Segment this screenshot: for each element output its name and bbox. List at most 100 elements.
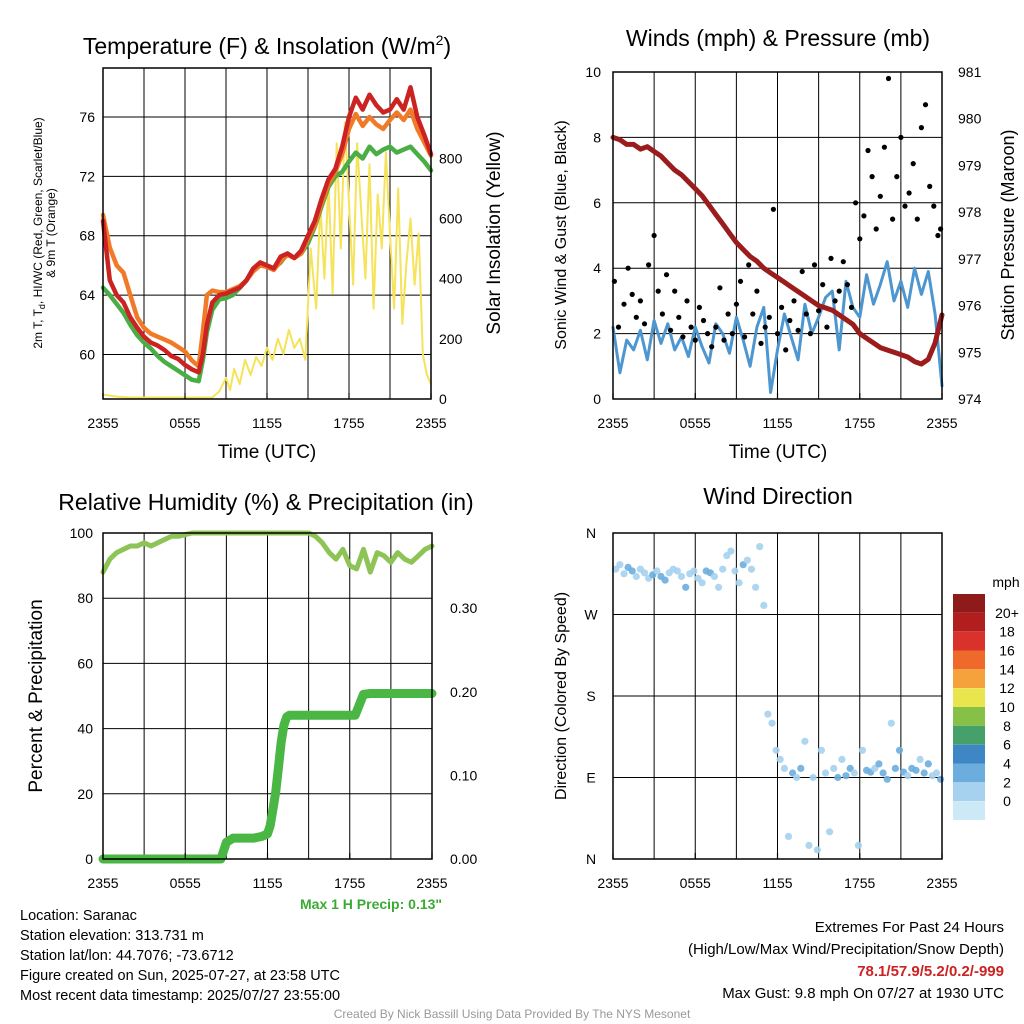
winds-y-tick-label: 2 — [593, 326, 601, 342]
insolation-y2-tick-label: 400 — [439, 271, 463, 287]
wind-direction-point — [805, 841, 813, 850]
pressure-y2-tick-label: 981 — [958, 64, 982, 80]
temperature-panel: Temperature (F) & Insolation (W/m2) 2355… — [31, 32, 505, 463]
wind-direction-point — [854, 841, 863, 850]
gust-point — [914, 216, 920, 222]
gust-point — [861, 213, 867, 219]
station-location: Location: Saranac — [20, 908, 137, 924]
wind-direction-point — [756, 543, 764, 551]
wind-speed-legend: 0 2 4 6 8 10 12 14 16 18 20+ — [953, 594, 1019, 820]
wind-direction-x-tick-label: 0555 — [680, 875, 711, 891]
temperature-y-tick-label: 64 — [79, 287, 95, 303]
pressure-y2-tick-label: 980 — [958, 111, 982, 127]
temperature-y-tick-label: 68 — [79, 228, 95, 244]
extremes-values: 78.1/57.9/5.2/0.2/-999 — [857, 963, 1004, 980]
wind-direction-point — [846, 764, 854, 773]
wind-direction-y-tick-label: N — [586, 525, 596, 541]
pressure-y2-tick-label: 976 — [958, 298, 982, 314]
wind-direction-point — [735, 579, 743, 587]
temperature-series — [100, 85, 434, 399]
gust-point — [774, 331, 781, 337]
gust-point — [692, 337, 698, 343]
wind-direction-point — [784, 832, 793, 841]
wind-direction-x-tick-label: 1755 — [844, 875, 875, 891]
legend-swatch — [953, 782, 985, 802]
humidity-y-tick-label: 40 — [77, 721, 93, 737]
wind-direction-point — [850, 769, 858, 777]
station-info: Location: Saranac Station elevation: 313… — [20, 906, 340, 1006]
gust-point — [803, 311, 809, 317]
temperature-y-tick-label: 76 — [79, 109, 95, 125]
gust-point — [729, 331, 735, 337]
wind-direction-point — [879, 769, 887, 777]
gust-point — [762, 324, 768, 330]
gust-point — [750, 311, 756, 317]
wind-direction-point — [764, 710, 772, 718]
gust-point — [705, 331, 711, 337]
gust-point — [621, 301, 627, 307]
legend-swatch — [953, 763, 985, 783]
wind-direction-point — [752, 583, 760, 591]
gust-point — [869, 174, 875, 180]
gust-point — [807, 331, 814, 337]
gust-point — [795, 327, 801, 333]
gust-point — [922, 102, 929, 108]
legend-label: 12 — [999, 680, 1015, 696]
gust-point — [676, 314, 682, 320]
wind-direction-y-axis-label: Direction (Colored By Speed) — [553, 592, 570, 800]
gust-point — [791, 298, 797, 304]
gust-point — [680, 334, 686, 340]
wind-direction-point — [817, 746, 826, 754]
gust-point — [906, 190, 912, 196]
precipitation-line — [98, 689, 437, 864]
gust-point — [641, 321, 648, 327]
wind-direction-point — [838, 755, 846, 764]
gust-point — [853, 200, 859, 206]
credit-line: Created By Nick Bassill Using Data Provi… — [333, 1007, 691, 1021]
winds-panel: Winds (mph) & Pressure (mb) 2355 0555 1155… — [553, 25, 1018, 463]
gust-point — [663, 272, 670, 278]
temperature-x-tick-label: 1155 — [252, 415, 282, 431]
precip-y2-tick-label: 0.20 — [450, 684, 477, 700]
wind-direction-point — [731, 567, 739, 575]
wind-direction-point — [743, 556, 751, 564]
gust-point — [629, 291, 635, 297]
legend-label: 18 — [999, 624, 1015, 640]
station-elevation: Station elevation: 313.731 m — [20, 928, 204, 944]
precip-y2-tick-label: 0.00 — [450, 851, 477, 867]
wind-direction-point — [698, 579, 706, 587]
gust-point — [848, 304, 855, 310]
wind-direction-point — [834, 773, 842, 782]
winds-ticks: 2355 0555 1155 1755 2355 0 2 4 6 8 10 974 975 976 977 9… — [585, 64, 981, 431]
winds-x-tick-label: 1155 — [762, 415, 792, 431]
gust-point — [877, 193, 883, 199]
temperature-y-axis-label: 2m T, Td, HI/WC (Red, Green, Scarlet/Blu… — [31, 117, 58, 348]
wind-direction-point — [883, 775, 891, 783]
wind-direction-point — [620, 570, 628, 578]
temperature-y2-axis-label: Solar Insolation (Yellow) — [484, 131, 505, 334]
gust-point — [746, 262, 752, 268]
wind-direction-x-tick-label: 2355 — [926, 875, 957, 891]
legend-swatch — [953, 594, 985, 613]
gust-point — [865, 147, 871, 154]
legend-label: 8 — [1003, 718, 1011, 734]
humidity-x-tick-label: 1755 — [334, 875, 365, 891]
gust-point — [787, 317, 793, 324]
wind-direction-point — [715, 583, 723, 591]
humidity-y-tick-label: 80 — [77, 590, 93, 606]
wind-direction-y-tick-label: W — [584, 607, 598, 623]
wind-direction-point — [891, 764, 900, 773]
humidity-y-tick-label: 20 — [77, 786, 93, 802]
winds-y-tick-label: 10 — [585, 64, 601, 80]
temperature-x-tick-label: 2355 — [415, 415, 446, 431]
gust-point — [873, 226, 879, 232]
legend-swatch — [953, 631, 985, 651]
insolation-y2-tick-label: 200 — [439, 331, 463, 347]
wind-direction-point — [809, 773, 817, 782]
winds-x-tick-label: 2355 — [597, 415, 628, 431]
precip-y2-tick-label: 0.10 — [450, 767, 477, 783]
gust-point — [672, 288, 678, 294]
temperature-ticks: 2355 0555 1155 1755 2355 60 64 68 72 76 0 200 400 600… — [79, 109, 462, 431]
wind-direction-point — [776, 755, 784, 764]
wind-speed-legend-title: mph — [992, 574, 1019, 590]
